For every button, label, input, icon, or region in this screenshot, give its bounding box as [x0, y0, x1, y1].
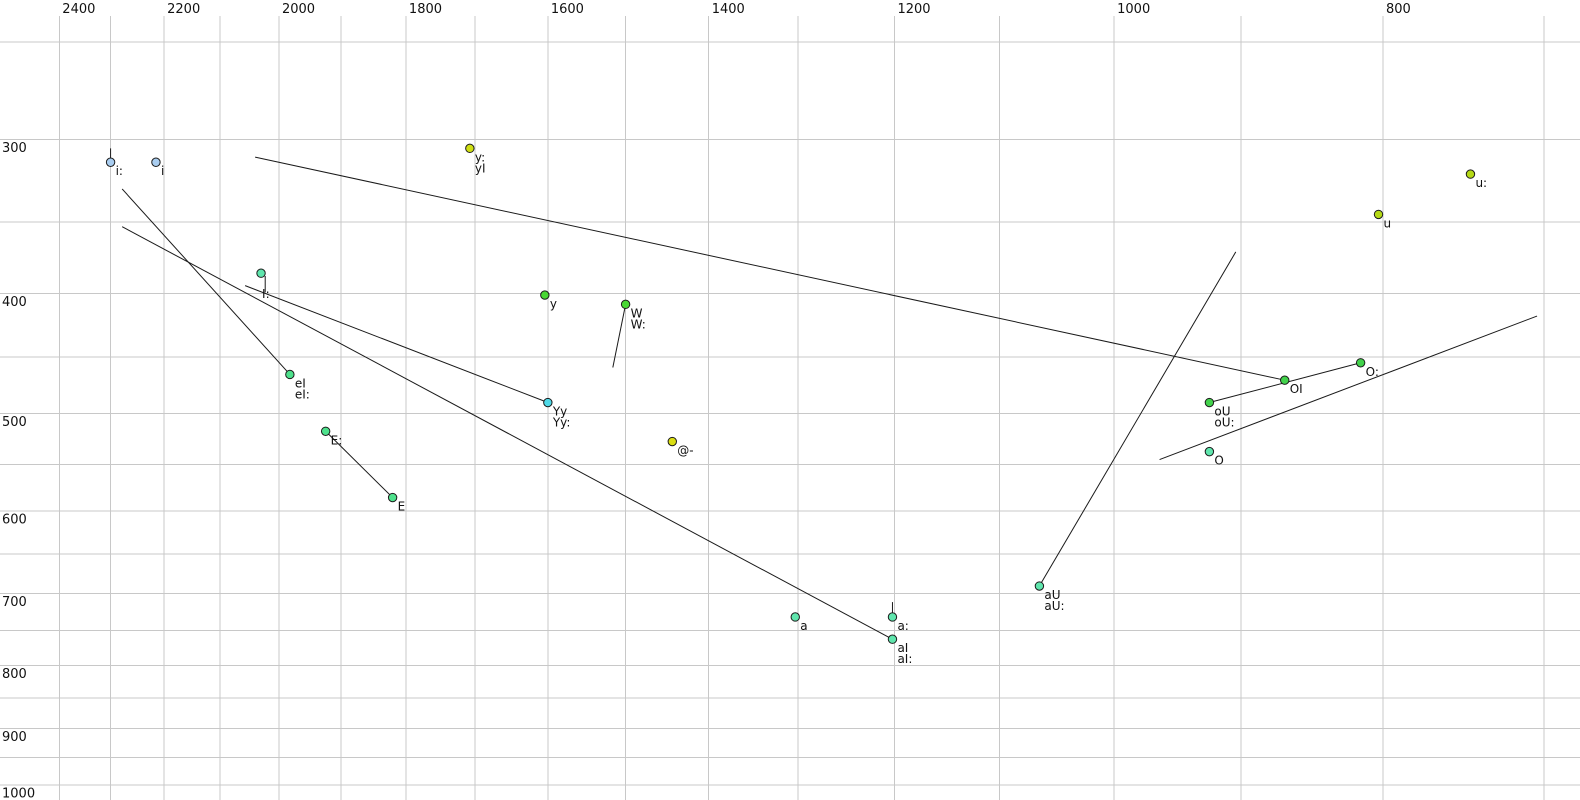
vowel-point-E-long [320, 426, 331, 436]
vowel-label-O-long: O: [1366, 365, 1379, 379]
vowel-label-i-long: i: [116, 164, 123, 178]
vowel-point-i-long [105, 157, 116, 167]
line-to-eI [121, 188, 291, 375]
vowel-point-u [1373, 209, 1384, 220]
vowel-label-y-long-yI: y: [475, 150, 485, 164]
vowel-label-oU-long: oU: [1214, 416, 1234, 430]
vowel-label-u-long: u: [1475, 176, 1487, 190]
vowel-point-O [1204, 446, 1215, 457]
vowel-label-aU: aU [1044, 588, 1060, 602]
vowel-label-y-long-yI-long: yI [475, 161, 486, 175]
x-tick-label-1200: 1200 [897, 2, 930, 17]
vowel-point-schwa [667, 436, 677, 447]
vowel-label-O: O [1214, 454, 1223, 468]
vowel-label-eI-long: eI: [295, 387, 310, 401]
vowel-label-a-long: a: [897, 619, 908, 633]
vowel-label-W: W [631, 306, 643, 320]
x-tick-label-2000: 2000 [282, 2, 315, 17]
x-tick-label-1400: 1400 [712, 2, 745, 17]
vowel-point-aI [887, 634, 898, 644]
vowel-label-OI: OI [1290, 382, 1303, 396]
vowel-point-Yy [543, 397, 553, 408]
y-tick-label-1000: 1000 [2, 786, 35, 800]
y-tick-label-700: 700 [2, 595, 27, 610]
vowel-label-aI: aI [897, 641, 908, 655]
vowel-label-y: y [550, 297, 557, 311]
vowel-label-aU-long: aU: [1044, 599, 1064, 613]
line-to-OI [255, 156, 1285, 381]
y-tick-label-900: 900 [2, 730, 27, 745]
vowel-label-schwa: @- [677, 444, 693, 458]
x-tick-label-2200: 2200 [167, 2, 200, 17]
vowel-point-a-long [887, 612, 898, 622]
x-tick-label-800: 800 [1386, 2, 1411, 17]
line-to-Yy [244, 285, 549, 403]
y-tick-label-800: 800 [2, 667, 27, 682]
vowel-label-aI-long: aI: [897, 652, 912, 666]
vowel-point-eI [285, 369, 295, 380]
vowel-point-y [540, 290, 550, 300]
vowel-label-W-long: W: [631, 317, 646, 331]
vowel-label-i: i [161, 164, 164, 178]
vowel-point-E [387, 492, 398, 503]
vowel-label-u: u [1384, 216, 1392, 230]
vowel-label-E: E [398, 500, 406, 514]
vowel-point-oU [1204, 397, 1215, 408]
x-tick-label-2400: 2400 [62, 2, 95, 17]
vowel-label-I-long: I: [262, 287, 270, 301]
line-E-long-to-E [325, 430, 393, 498]
y-tick-label-400: 400 [2, 295, 27, 310]
line-from-aU [1038, 251, 1237, 587]
vowel-point-u-long [1465, 169, 1476, 179]
vowel-label-E-long: E: [331, 433, 343, 447]
y-tick-label-600: 600 [2, 513, 27, 528]
vowel-point-y-long-yI [465, 143, 475, 154]
vowel-point-O-long [1355, 358, 1366, 368]
line-through-O-long [1159, 315, 1538, 461]
vowel-point-W [620, 299, 631, 310]
vowel-point-OI [1280, 375, 1290, 385]
vowel-label-Yy: Yy [552, 405, 567, 419]
vowel-point-i [151, 157, 161, 167]
vowel-label-Yy-long: Yy: [552, 416, 571, 430]
vowel-label-oU: oU [1214, 405, 1230, 419]
vowel-label-a: a [800, 619, 807, 633]
x-tick-label-1000: 1000 [1117, 2, 1150, 17]
line-from-W [612, 304, 627, 368]
y-tick-label-500: 500 [2, 415, 27, 430]
x-tick-label-1800: 1800 [409, 2, 442, 17]
y-tick-label-300: 300 [2, 141, 27, 156]
vowel-point-I-long [256, 268, 266, 278]
x-tick-label-1600: 1600 [551, 2, 584, 17]
vowel-point-a [790, 612, 800, 622]
vowel-point-aU [1034, 581, 1045, 591]
vowel-label-eI: eI [295, 376, 306, 390]
line-to-aI [121, 226, 893, 640]
